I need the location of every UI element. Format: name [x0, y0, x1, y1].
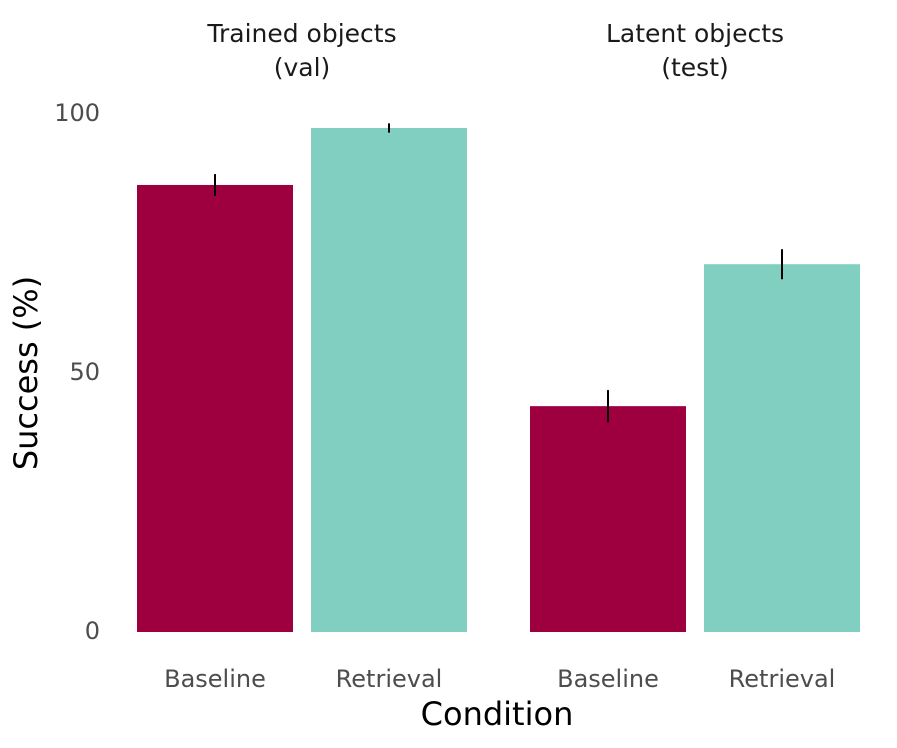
bar: [311, 127, 467, 633]
x-tick-label: Baseline: [164, 665, 266, 693]
facet-title: (val): [274, 53, 331, 82]
y-axis-title: Success (%): [7, 276, 45, 470]
bar: [137, 184, 293, 632]
x-tick-label: Baseline: [557, 665, 659, 693]
y-tick-label: 0: [85, 617, 100, 645]
x-tick-label: Retrieval: [729, 665, 836, 693]
facet-title: (test): [661, 53, 729, 82]
bar: [530, 406, 686, 632]
facet-title: Trained objects: [206, 19, 396, 48]
bar: [704, 264, 860, 632]
facet-title: Latent objects: [606, 19, 784, 48]
y-tick-label: 50: [69, 358, 100, 386]
x-tick-label: Retrieval: [336, 665, 443, 693]
y-tick-label: 100: [54, 99, 100, 127]
x-axis-title: Condition: [421, 695, 574, 733]
